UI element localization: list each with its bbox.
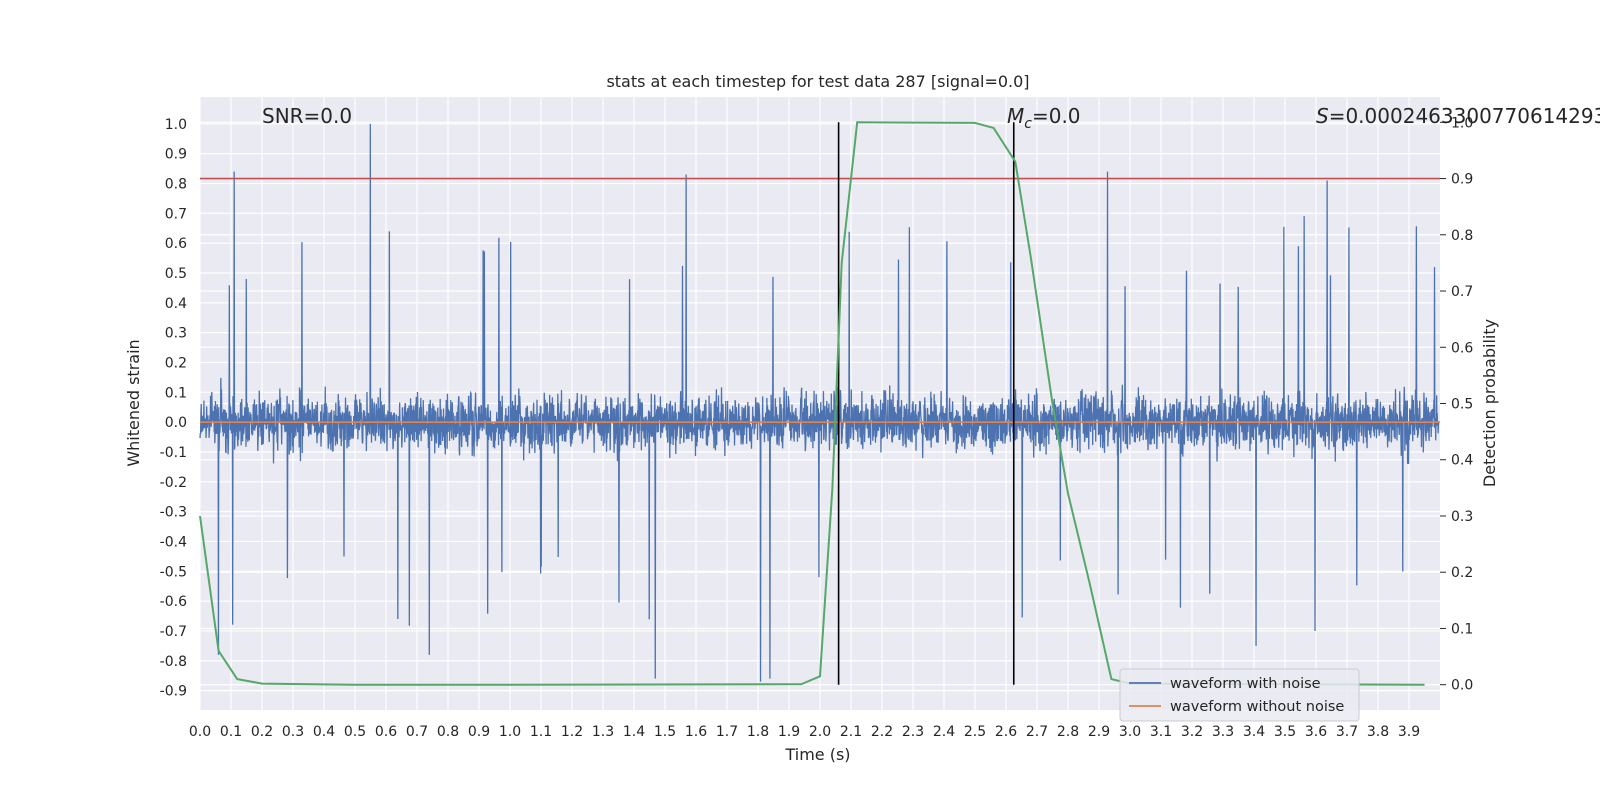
y-tick-label: -0.8: [160, 654, 187, 670]
mc-value: =0.0: [1032, 104, 1081, 128]
x-tick-label: 2.6: [995, 724, 1017, 740]
mc-symbol: M: [1007, 104, 1024, 128]
y-axis-label: Whitened strain: [124, 339, 143, 466]
x-tick-label: 3.3: [1212, 724, 1234, 740]
legend-box: [1119, 668, 1360, 722]
x-tick-label: 3.9: [1398, 724, 1420, 740]
y2-tick-label: 1.0: [1451, 115, 1473, 131]
y2-axis-label: Detection probability: [1480, 319, 1499, 487]
x-tick-label: 3.2: [1181, 724, 1203, 740]
y-tick-label: -0.9: [160, 684, 187, 700]
y2-tick-label: 0.4: [1451, 453, 1473, 469]
x-tick-label: 2.4: [933, 724, 955, 740]
y-tick-label: 0.5: [165, 266, 187, 282]
x-tick-label: 0.0: [189, 724, 211, 740]
x-tick-label: 2.5: [964, 724, 986, 740]
y-tick-label: 0.2: [165, 355, 187, 371]
x-tick-label: 3.4: [1243, 724, 1265, 740]
y-tick-label: 0.4: [165, 296, 187, 312]
y-tick-label: 0.6: [165, 236, 187, 252]
x-tick-label: 3.6: [1305, 724, 1327, 740]
s-value: =0.00024633007706142939: [1329, 104, 1600, 128]
y-tick-label: 0.7: [165, 206, 187, 222]
x-tick-label: 3.8: [1367, 724, 1389, 740]
y2-tick-label: 0.2: [1451, 565, 1473, 581]
x-tick-label: 2.3: [902, 724, 924, 740]
y2-tick-label: 0.0: [1451, 678, 1473, 694]
y2-tick-label: 0.7: [1451, 284, 1473, 300]
x-tick-label: 3.5: [1274, 724, 1296, 740]
x-tick-label: 1.2: [561, 724, 583, 740]
y2-tick-label: 0.3: [1451, 509, 1473, 525]
x-tick-label: 0.3: [282, 724, 304, 740]
x-tick-label: 1.6: [685, 724, 707, 740]
y-tick-label: 0.1: [165, 385, 187, 401]
y-tick-label: 0.0: [165, 415, 187, 431]
x-tick-label: 0.7: [406, 724, 428, 740]
x-tick-label: 3.7: [1336, 724, 1358, 740]
x-tick-label: 2.8: [1057, 724, 1079, 740]
x-tick-label: 1.0: [499, 724, 521, 740]
x-tick-label: 2.9: [1088, 724, 1110, 740]
x-tick-label: 1.9: [778, 724, 800, 740]
x-axis-label: Time (s): [784, 745, 850, 764]
y-tick-label: -0.7: [160, 624, 187, 640]
x-tick-label: 1.4: [623, 724, 645, 740]
series-waveform-with-noise: [199, 123, 1440, 682]
x-tick-label: 2.0: [809, 724, 831, 740]
y-tick-label: -0.4: [160, 534, 187, 550]
x-tick-label: 0.1: [220, 724, 242, 740]
s-symbol: S: [1316, 104, 1329, 128]
x-tick-label: 0.8: [437, 724, 459, 740]
x-tick-label: 1.1: [530, 724, 552, 740]
x-tick-label: 3.1: [1150, 724, 1172, 740]
y2-tick-label: 0.8: [1451, 228, 1473, 244]
x-tick-label: 0.4: [313, 724, 335, 740]
y2-tick-label: 0.9: [1451, 172, 1473, 188]
x-tick-label: 0.9: [468, 724, 490, 740]
legend-label: waveform without noise: [1170, 699, 1344, 715]
y-tick-label: 0.8: [165, 177, 187, 193]
y-tick-label: -0.3: [160, 505, 187, 521]
legend-label: waveform with noise: [1170, 676, 1321, 692]
y-tick-label: 0.9: [165, 147, 187, 163]
x-tick-label: 0.2: [251, 724, 273, 740]
x-tick-label: 0.6: [375, 724, 397, 740]
y2-tick-label: 0.1: [1451, 621, 1473, 637]
y2-tick-label: 0.5: [1451, 397, 1473, 413]
mc-annotation: Mc=0.0: [1007, 104, 1081, 132]
y-tick-label: -0.2: [160, 475, 187, 491]
x-tick-label: 2.2: [871, 724, 893, 740]
x-tick-label: 1.8: [747, 724, 769, 740]
x-tick-label: 1.5: [654, 724, 676, 740]
y-tick-label: 0.3: [165, 326, 187, 342]
x-tick-label: 2.7: [1026, 724, 1048, 740]
x-tick-label: 1.3: [592, 724, 614, 740]
x-tick-label: 2.1: [840, 724, 862, 740]
x-tick-label: 0.5: [344, 724, 366, 740]
x-tick-label: 3.0: [1119, 724, 1141, 740]
snr-annotation: SNR=0.0: [262, 104, 352, 128]
s-annotation: S=0.00024633007706142939: [1316, 104, 1600, 128]
x-tick-label: 1.7: [716, 724, 738, 740]
y-tick-label: -0.1: [160, 445, 187, 461]
y2-tick-label: 0.6: [1451, 340, 1473, 356]
y-tick-label: -0.5: [160, 564, 187, 580]
mc-subscript: c: [1024, 116, 1032, 132]
y-tick-label: 1.0: [165, 117, 187, 133]
y-tick-label: -0.6: [160, 594, 187, 610]
chart-title: stats at each timestep for test data 287…: [606, 72, 1029, 91]
